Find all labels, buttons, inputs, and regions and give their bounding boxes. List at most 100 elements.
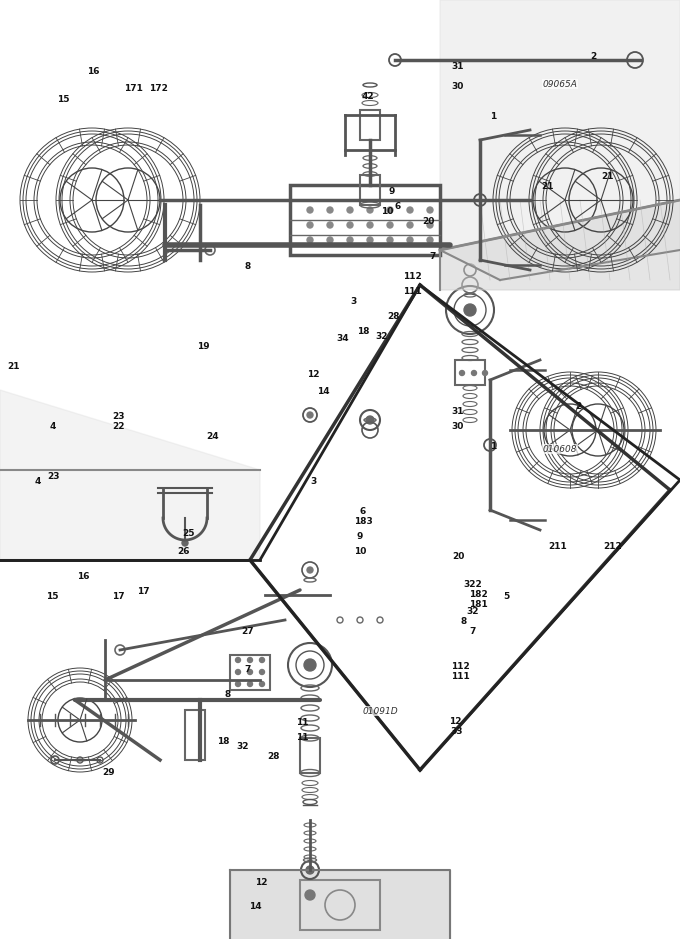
Text: 2: 2 — [575, 402, 581, 410]
Text: 5: 5 — [503, 592, 509, 601]
Bar — [300, 880, 380, 930]
Text: 1: 1 — [490, 112, 496, 120]
Text: 32: 32 — [466, 607, 479, 615]
Text: 4: 4 — [50, 422, 56, 430]
Bar — [185, 710, 205, 760]
Circle shape — [182, 540, 188, 546]
Text: 322: 322 — [464, 579, 482, 589]
Text: 31: 31 — [452, 407, 464, 415]
Text: 12: 12 — [307, 370, 319, 378]
Text: 3: 3 — [310, 476, 316, 485]
Circle shape — [307, 207, 313, 213]
Text: 28: 28 — [387, 312, 399, 320]
Text: 112: 112 — [451, 661, 469, 670]
Circle shape — [327, 237, 333, 243]
Circle shape — [407, 222, 413, 228]
Circle shape — [366, 416, 374, 424]
Text: 181: 181 — [469, 599, 488, 608]
Text: 23: 23 — [47, 471, 59, 481]
Text: 9: 9 — [357, 531, 363, 541]
Circle shape — [327, 207, 333, 213]
Circle shape — [248, 682, 252, 686]
Circle shape — [460, 371, 464, 376]
Text: 112: 112 — [403, 271, 422, 281]
Text: 16: 16 — [77, 572, 89, 580]
Circle shape — [306, 866, 314, 874]
Text: 01091D: 01091D — [362, 706, 398, 716]
Bar — [290, 185, 440, 255]
Text: 171: 171 — [124, 84, 142, 93]
Text: 17: 17 — [112, 592, 124, 601]
Text: 8: 8 — [225, 689, 231, 699]
Text: 7: 7 — [430, 252, 436, 260]
Text: 2: 2 — [590, 52, 596, 60]
Polygon shape — [0, 390, 260, 560]
Text: 18: 18 — [217, 736, 229, 746]
Text: 182: 182 — [469, 590, 488, 598]
Text: 12: 12 — [449, 716, 461, 726]
Text: 42: 42 — [362, 91, 374, 100]
Text: 32: 32 — [237, 742, 250, 750]
Text: 34: 34 — [337, 333, 350, 343]
Bar — [360, 175, 380, 205]
Text: 12: 12 — [255, 878, 267, 886]
Text: 21: 21 — [7, 362, 19, 371]
Text: 111: 111 — [451, 671, 469, 681]
Text: 30: 30 — [452, 82, 464, 90]
Text: 17: 17 — [137, 587, 150, 595]
Circle shape — [307, 222, 313, 228]
Text: 23: 23 — [112, 411, 124, 421]
Text: 8: 8 — [245, 261, 251, 270]
Text: 8: 8 — [461, 617, 467, 625]
Circle shape — [387, 237, 393, 243]
Circle shape — [483, 371, 488, 376]
Text: 21: 21 — [542, 181, 554, 191]
Circle shape — [305, 890, 315, 900]
Circle shape — [248, 670, 252, 674]
Text: 15: 15 — [46, 592, 58, 601]
Text: 14: 14 — [317, 387, 329, 395]
Circle shape — [464, 304, 476, 316]
Circle shape — [260, 657, 265, 663]
Bar — [360, 110, 380, 140]
Text: 19: 19 — [197, 342, 209, 350]
Text: 16: 16 — [87, 67, 99, 75]
Text: 14: 14 — [249, 901, 261, 911]
Circle shape — [407, 207, 413, 213]
Text: 10: 10 — [381, 207, 393, 215]
Circle shape — [347, 222, 353, 228]
Circle shape — [367, 222, 373, 228]
Text: 26: 26 — [177, 546, 189, 556]
Text: 18: 18 — [357, 327, 369, 335]
Text: 212: 212 — [604, 542, 622, 550]
Text: 27: 27 — [241, 626, 254, 636]
Text: 11: 11 — [296, 717, 308, 727]
Text: 09065A: 09065A — [543, 80, 577, 88]
Text: 6: 6 — [395, 202, 401, 210]
Polygon shape — [230, 870, 450, 939]
Circle shape — [387, 207, 393, 213]
Text: 20: 20 — [422, 217, 435, 225]
Circle shape — [304, 659, 316, 671]
Polygon shape — [440, 200, 680, 290]
Circle shape — [347, 237, 353, 243]
Text: 4: 4 — [35, 476, 41, 485]
Text: 25: 25 — [182, 529, 194, 537]
Text: 3: 3 — [350, 297, 356, 305]
Text: 33: 33 — [451, 727, 463, 735]
Text: 7: 7 — [470, 626, 476, 636]
Circle shape — [427, 207, 433, 213]
Text: 30: 30 — [452, 422, 464, 430]
Text: 10: 10 — [354, 546, 367, 556]
Text: 111: 111 — [403, 286, 422, 296]
Text: 20: 20 — [452, 551, 464, 561]
Circle shape — [260, 682, 265, 686]
Circle shape — [235, 657, 241, 663]
Bar — [300, 738, 320, 773]
Circle shape — [327, 222, 333, 228]
Circle shape — [260, 670, 265, 674]
Text: 211: 211 — [549, 542, 567, 550]
Bar — [230, 655, 270, 690]
Circle shape — [427, 237, 433, 243]
Text: 24: 24 — [207, 432, 220, 440]
